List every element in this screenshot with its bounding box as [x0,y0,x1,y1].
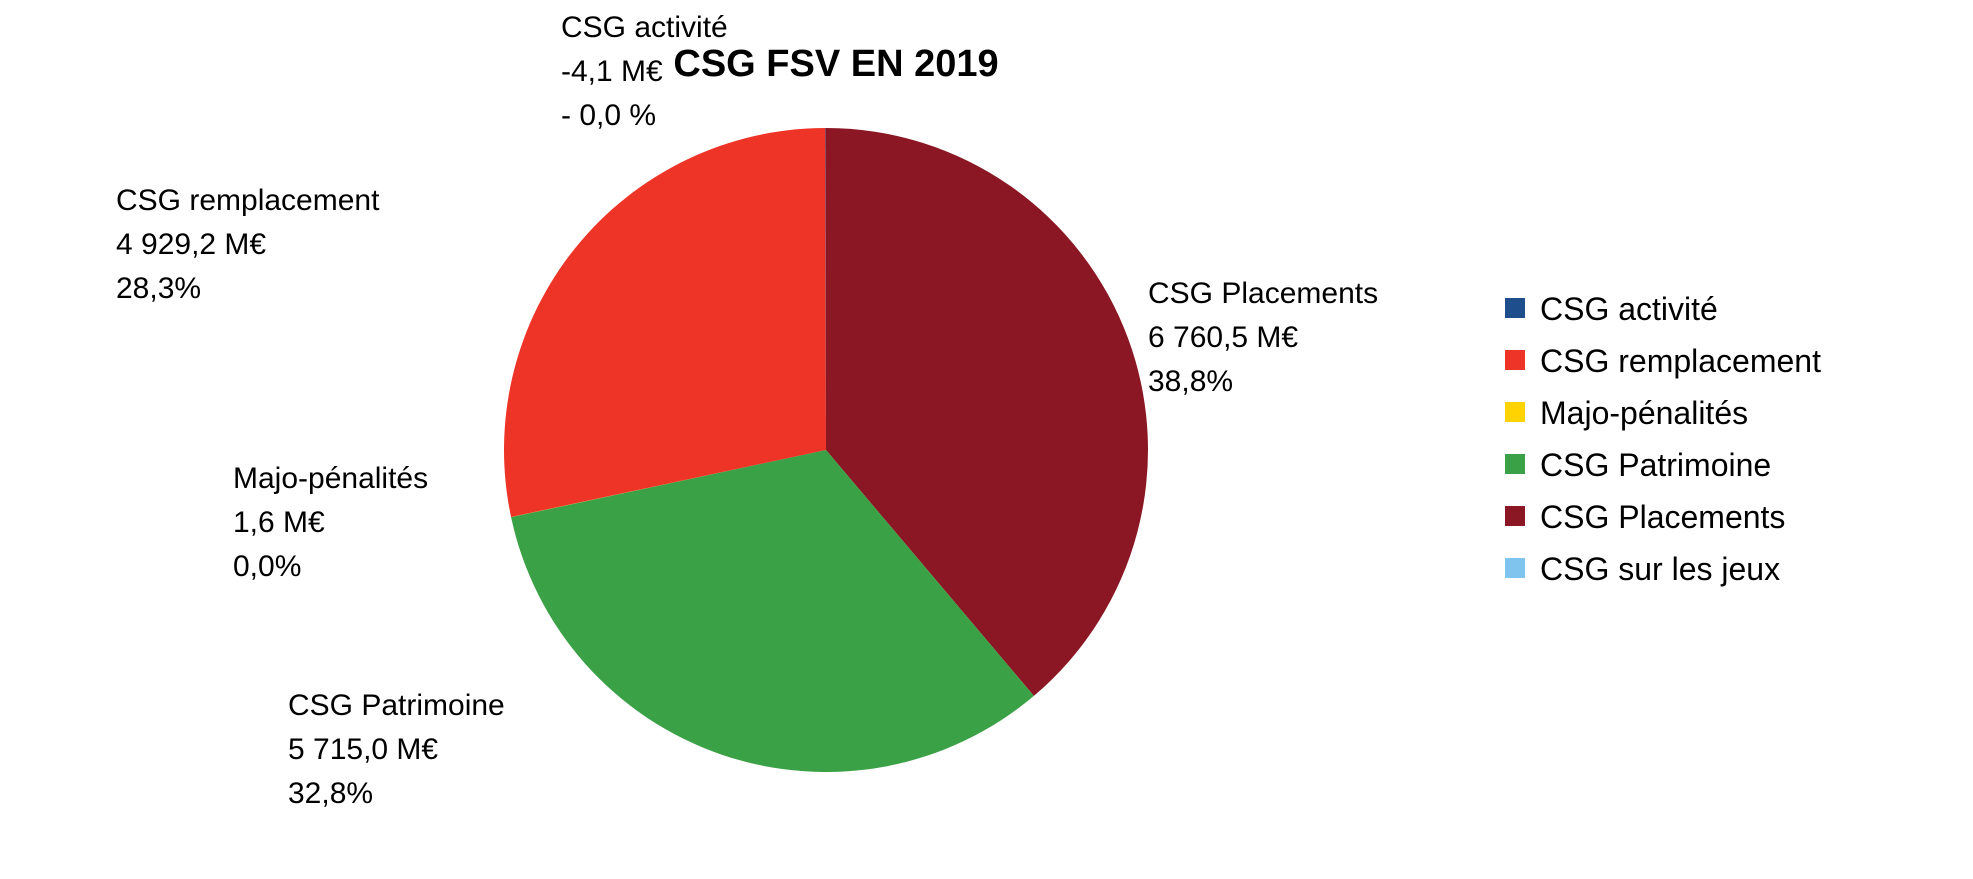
pie-slice-majo-penalites [511,450,826,518]
data-label-percent: 28,3% [116,272,201,305]
legend-item-csg-sur-les-jeux: CSG sur les jeux [1505,551,1780,587]
data-label-name: Majo-pénalités [233,462,428,495]
data-label-value: -4,1 M€ [561,55,663,88]
legend-swatch [1505,298,1525,318]
pie-slice-csg-patrimoine [511,450,1034,773]
data-label-value: 4 929,2 M€ [116,228,266,261]
legend-label: Majo-pénalités [1540,395,1748,431]
legend-item-csg-placements: CSG Placements [1505,499,1785,535]
data-label-percent: - 0,0 % [561,99,656,132]
pie-slices [504,127,1149,773]
data-label-name: CSG remplacement [116,184,380,217]
data-label-csg-remplacement: CSG remplacement 4 929,2 M€ 28,3% [116,184,380,305]
legend-swatch [1505,350,1525,370]
legend-swatch [1505,558,1525,578]
legend-item-csg-remplacement: CSG remplacement [1505,343,1821,379]
legend-swatch [1505,454,1525,474]
data-label-value: 1,6 M€ [233,506,325,539]
legend-swatch [1505,402,1525,422]
data-label-percent: 38,8% [1148,365,1233,398]
data-label-csg-activite: CSG activité -4,1 M€ - 0,0 % [561,11,728,132]
legend-swatch [1505,506,1525,526]
data-label-value: 6 760,5 M€ [1148,321,1298,354]
pie-data-labels: CSG Placements 6 760,5 M€ 38,8% CSG Patrimo… [116,11,1378,810]
data-label-name: CSG Patrimoine [288,689,505,722]
legend-label: CSG activité [1540,291,1718,327]
legend-label: CSG sur les jeux [1540,551,1780,587]
legend-label: CSG Patrimoine [1540,447,1771,483]
data-label-majo-penalites: Majo-pénalités 1,6 M€ 0,0% [233,462,428,583]
data-label-csg-patrimoine: CSG Patrimoine 5 715,0 M€ 32,8% [288,689,505,810]
data-label-name: CSG activité [561,11,728,44]
legend-item-csg-patrimoine: CSG Patrimoine [1505,447,1771,483]
data-label-percent: 32,8% [288,777,373,810]
data-label-value: 5 715,0 M€ [288,733,438,766]
data-label-csg-placements: CSG Placements 6 760,5 M€ 38,8% [1148,277,1378,398]
data-label-percent: 0,0% [233,550,301,583]
pie-slice-csg-placements [826,128,1149,696]
data-label-name: CSG Placements [1148,277,1378,310]
chart-title: CSG FSV EN 2019 [673,43,998,85]
legend: CSG activité CSG remplacement Majo-pénalit… [1505,291,1821,587]
legend-label: CSG Placements [1540,499,1785,535]
legend-label: CSG remplacement [1540,343,1821,379]
legend-item-majo-penalites: Majo-pénalités [1505,395,1748,431]
pie-slice-csg-remplacement [504,128,826,517]
legend-item-csg-activite: CSG activité [1505,291,1718,327]
